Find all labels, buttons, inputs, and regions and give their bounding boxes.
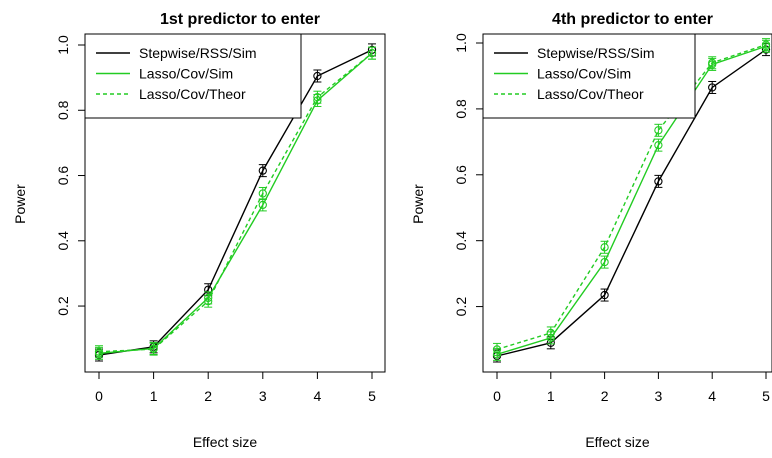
x-axis-label: Effect size [193,434,258,450]
y-tick-label: 0.6 [453,165,469,185]
legend-box [84,33,302,119]
x-tick-label: 2 [204,388,212,404]
series-line-3 [98,52,373,353]
y-tick-label: 0.2 [453,297,469,317]
x-axis-label: Effect size [585,434,650,450]
legend-label-3: Lasso/Cov/Theor [139,86,246,102]
data-point [149,344,158,354]
x-tick-label: 4 [708,388,716,404]
plot-data-area [94,43,377,362]
data-point [546,328,555,338]
data-point [600,290,609,300]
data-point [313,93,322,102]
series-line-2 [496,45,767,356]
y-tick-label: 0.8 [453,99,469,119]
legend-label-2: Lasso/Cov/Sim [139,66,233,82]
data-point [654,126,663,135]
legend-label-1: Stepwise/RSS/Sim [139,45,256,61]
series-line-3 [496,43,767,351]
legend-label-2: Lasso/Cov/Sim [537,66,631,82]
y-tick-label: 1.0 [55,35,71,55]
data-point [492,345,502,354]
x-tick-label: 0 [95,388,103,404]
chart-panel-1: 1st predictor to enter 0 1 2 3 4 5 0.2 0.4 0.6 0.8… [12,11,386,450]
x-tick-label: 4 [314,388,322,404]
data-point [367,49,377,58]
data-point [94,347,104,356]
chart-panel-2: 4th predictor to enter 0 1 2 3 4 5 0.2 0.4 0.6 0.8… [410,11,772,450]
legend-box [482,33,696,119]
data-point [258,166,267,175]
data-point [258,200,267,210]
data-point [654,140,663,150]
error-bar [600,240,609,254]
data-point [708,58,717,67]
x-tick-label: 5 [762,388,770,404]
x-tick-label: 1 [150,388,158,404]
legend: Stepwise/RSS/Sim Lasso/Cov/Sim Lasso/Cov/T… [84,33,302,119]
data-point [761,40,771,49]
error-bar [368,46,376,60]
data-point [258,189,267,198]
plot-data-area [492,38,771,363]
error-bar [600,288,609,302]
chart-title: 1st predictor to enter [160,11,320,28]
series-line-1 [496,49,767,357]
x-tick-label: 2 [601,388,609,404]
legend-label-3: Lasso/Cov/Theor [537,86,644,102]
data-point [313,71,322,81]
data-point [708,83,717,92]
data-point [600,257,609,267]
x-tick-label: 3 [655,388,663,404]
y-tick-label: 0.8 [55,100,71,120]
data-point [654,177,663,186]
x-tick-label: 5 [368,388,376,404]
series-line-1 [98,49,373,356]
y-tick-label: 0.4 [55,231,71,251]
legend: Stepwise/RSS/Sim Lasso/Cov/Sim Lasso/Cov/T… [482,33,696,119]
data-point [204,297,213,306]
y-tick-label: 0.6 [55,166,71,186]
error-bar [654,123,663,137]
y-tick-label: 0.2 [55,296,71,316]
legend-label-1: Stepwise/RSS/Sim [537,45,654,61]
y-axis-label: Power [410,184,426,224]
y-tick-label: 1.0 [453,33,469,53]
x-tick-label: 1 [547,388,555,404]
x-tick-label: 3 [259,388,267,404]
y-axis-label: Power [12,184,28,224]
data-point [600,243,609,252]
x-tick-label: 0 [493,388,501,404]
chart-title: 4th predictor to enter [552,11,713,28]
y-tick-label: 0.4 [453,231,469,251]
